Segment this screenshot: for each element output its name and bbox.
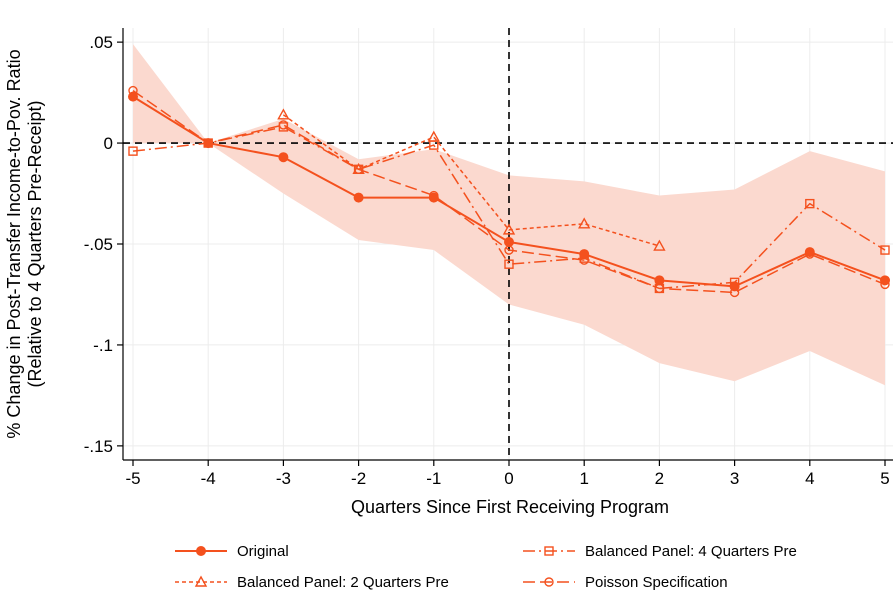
y-tick-label: -.15	[84, 437, 113, 456]
legend-item-2: Balanced Panel: 2 Quarters Pre	[175, 574, 449, 591]
legend-item-1: Original	[175, 543, 289, 560]
x-tick-label: 5	[880, 469, 889, 488]
legend-marker-2	[194, 575, 208, 587]
series-3-line	[132, 126, 886, 290]
legend-item-4: Poisson Specification	[523, 574, 728, 591]
legend-label-4: Poisson Specification	[585, 574, 728, 591]
series-2-point--1	[427, 130, 440, 142]
legend-marker-3	[544, 546, 554, 556]
x-tick-label: -4	[201, 469, 216, 488]
x-tick-label: 2	[655, 469, 664, 488]
x-tick-label: 1	[579, 469, 588, 488]
x-tick-label: -5	[125, 469, 140, 488]
y-axis-title-line1: % Change in Post-Transfer Income-to-Pov.…	[4, 49, 24, 438]
series-1-point--2	[353, 192, 364, 203]
x-tick-label: 0	[504, 469, 513, 488]
series-2-point--3	[277, 108, 290, 120]
series-1-point--4	[203, 138, 214, 149]
x-tick-label: 4	[805, 469, 814, 488]
series-4-point--3	[278, 120, 289, 130]
x-tick-label: -1	[426, 469, 441, 488]
y-tick-label: .05	[89, 33, 113, 52]
series-2-point-1	[578, 217, 591, 229]
series-2	[277, 108, 666, 251]
series-1-point-4	[804, 247, 815, 258]
series-3-point-5	[880, 245, 890, 255]
series-2-point-0	[502, 223, 516, 235]
legend-marker-4	[544, 577, 554, 587]
series-layer	[128, 85, 890, 298]
series-2-point--2	[352, 162, 365, 175]
axes: .05 0 -.05 -.1 -.15 -5 -4 -3 -2 -1 0 1 2 3 4 5	[84, 28, 893, 488]
y-axis-title-line2: (Relative to 4 Quarters Pre-Receipt)	[25, 100, 45, 387]
x-tick-label: -3	[276, 469, 291, 488]
y-tick-label: 0	[104, 134, 113, 153]
series-1-point--3	[278, 152, 289, 163]
series-1-point--5	[128, 91, 138, 102]
legend-item-3: Balanced Panel: 4 Quarters Pre	[523, 543, 797, 560]
series-1-point-1	[579, 249, 590, 260]
series-2-point-2	[653, 239, 666, 251]
series-1-point-5	[880, 275, 890, 286]
series-1-point-2	[654, 275, 665, 286]
y-tick-label: -.1	[93, 336, 113, 355]
series-1	[128, 91, 890, 292]
legend: Original Balanced Panel: 2 Quarters Pre Ba…	[175, 543, 797, 591]
series-2-line	[282, 114, 660, 247]
legend-label-1: Original	[237, 543, 289, 560]
series-3-point--5	[128, 146, 138, 156]
series-1-point-3	[729, 281, 740, 292]
series-1-point--1	[428, 192, 439, 203]
series-1-point-0	[504, 236, 514, 247]
legend-marker-1	[196, 546, 206, 556]
x-axis-title: Quarters Since First Receiving Program	[351, 497, 669, 517]
legend-label-3: Balanced Panel: 4 Quarters Pre	[585, 543, 797, 560]
series-3-point-0	[504, 259, 514, 269]
y-tick-label: -.05	[84, 235, 113, 254]
x-tick-label: 3	[730, 469, 739, 488]
series-3-point-4	[805, 198, 815, 209]
x-tick-label: -2	[351, 469, 366, 488]
series-4-line	[132, 89, 886, 294]
legend-label-2: Balanced Panel: 2 Quarters Pre	[237, 574, 449, 591]
